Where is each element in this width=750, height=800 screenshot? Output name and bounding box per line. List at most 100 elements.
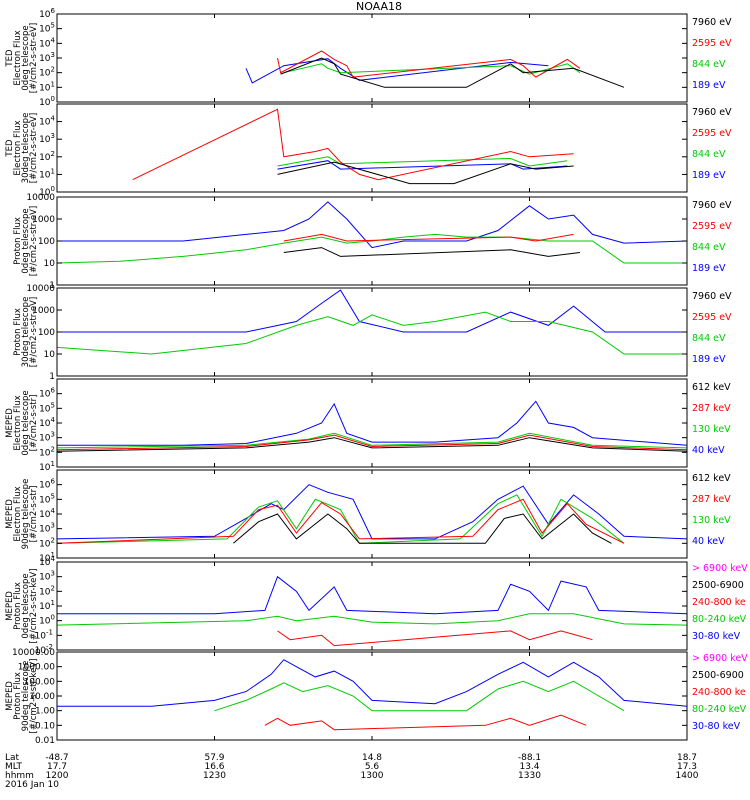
legend-entry: 7960 eV (692, 107, 732, 118)
panel-meped-proton-90deg: 0.01 0.10 1.00 10.00 100.00 1000.00 10000.00 ME… (5, 648, 748, 746)
y-axis-label-line: 0deg telescope (21, 390, 31, 455)
y-axis-label-line: 30deg telescope (21, 297, 31, 368)
series-blue-line (57, 400, 688, 446)
legend-entry: > 6900 keV (692, 653, 748, 664)
y-axis-label-line: TED (5, 49, 15, 68)
legend-entry: 40 keV (692, 536, 725, 547)
x-tick-label-time: 1200 (46, 771, 69, 781)
series-red-line (264, 714, 587, 731)
x-tick-label-mlt: 16.6 (204, 762, 224, 772)
y-tick-label: 104 (39, 416, 55, 429)
y-tick-label: 105 (39, 401, 55, 414)
series-green-line (56, 233, 687, 264)
y-tick-label: 101 (39, 80, 55, 93)
series-blue-line (57, 575, 688, 615)
y-axis-label-line: [#/cm2-s-str-eV] (29, 297, 39, 367)
legend-entry: 80-240 keV (692, 614, 747, 625)
series-green-line (56, 494, 625, 544)
legend-entry: 7960 eV (692, 200, 732, 211)
y-tick-label: 103 (39, 51, 55, 64)
x-tick-label-lat: -88.1 (518, 753, 541, 763)
y-tick-label: 103 (39, 132, 55, 145)
x-tick-label-mlt: 17.7 (47, 762, 67, 772)
legend-entry: 287 keV (692, 494, 731, 505)
y-axis-label-line: Proton Flux (13, 217, 23, 265)
y-tick-label: 1 (49, 281, 55, 291)
panel-frame (56, 103, 688, 193)
x-tick-label-time: 1400 (676, 771, 699, 781)
legend-entry: 80-240 keV (692, 704, 747, 715)
y-axis-label-line: [#/cm2-s-str-eV] (29, 113, 39, 183)
y-axis-label-line: Electron Flux (13, 120, 23, 175)
figure-title: NOAA18 (356, 0, 402, 13)
y-tick-label: 0.01 (35, 736, 55, 746)
y-tick-label: 10000.00 (12, 648, 55, 658)
legend-entry: 612 keV (692, 382, 731, 393)
legend-entry: 189 eV (692, 80, 726, 91)
y-axis-label-line: Electron Flux (13, 486, 23, 541)
x-tick-label-lat: 18.7 (677, 753, 697, 763)
legend-entry: 30-80 keV (692, 721, 741, 732)
y-tick-label: 104 (39, 507, 55, 520)
y-tick-label: 105 (39, 492, 55, 505)
legend-entry: 2595 eV (692, 312, 732, 323)
y-tick-label: 0.10 (35, 721, 55, 731)
y-tick-label: 105 (39, 22, 55, 35)
y-tick-label: 102 (39, 536, 55, 549)
series-green-line (214, 680, 625, 712)
legend-entry: > 6900 keV (692, 563, 748, 574)
y-tick-label: 10000 (26, 193, 55, 203)
series-blue-line (277, 160, 568, 170)
series-red-line (283, 233, 574, 242)
series-red-line (132, 108, 574, 181)
x-tick-label-mlt: 5.6 (365, 762, 380, 772)
legend-entry: 612 keV (692, 473, 731, 484)
legend-entry: 2595 eV (692, 128, 732, 139)
panel-frame (56, 13, 688, 103)
y-axis-label-line: MEPED (5, 591, 15, 621)
y-axis-label-line: 30deg telescope (21, 113, 31, 184)
y-axis-label-line: 90deg telescope (21, 479, 31, 550)
y-axis-label-line: TED (5, 139, 15, 158)
y-tick-label: 100 (39, 614, 55, 627)
series-black-line (283, 247, 580, 257)
series-green-line (283, 63, 581, 75)
panel-frame (56, 651, 688, 741)
legend-entry: 7960 eV (692, 17, 732, 28)
panel-frame (56, 469, 688, 559)
series-green-line (56, 432, 688, 449)
x-row-label-mlt: MLT (5, 762, 23, 772)
y-tick-label: 101 (39, 551, 55, 564)
x-tick-label-lat: 57.9 (204, 753, 224, 763)
series-black-line (280, 57, 625, 88)
series-green-line (56, 613, 688, 626)
y-axis-label-line: MEPED (5, 681, 15, 711)
y-tick-label: 104 (39, 115, 55, 128)
series-red-line (277, 50, 581, 78)
legend-entry: 2500-6900 (692, 670, 744, 681)
y-tick-label: 101 (39, 599, 55, 612)
legend-entry: 844 eV (692, 149, 726, 160)
y-tick-label: 10000 (26, 284, 55, 294)
x-tick-label-time: 1330 (518, 771, 541, 781)
series-red-line (56, 498, 625, 544)
y-tick-label: 102 (39, 66, 55, 79)
y-tick-label: 10.00 (29, 692, 55, 702)
x-tick-label-time: 1300 (361, 771, 384, 781)
y-tick-label: 103 (39, 522, 55, 535)
y-tick-label: 10 (44, 259, 56, 269)
y-tick-label: 10 (44, 350, 56, 360)
y-tick-label: 1.00 (35, 707, 55, 717)
legend-entry: 40 keV (692, 445, 725, 456)
y-axis-label-line: MEPED (5, 499, 15, 529)
series-blue-line (57, 659, 688, 707)
y-tick-label: 1000.00 (18, 663, 55, 673)
legend-entry: 240-800 ke (692, 597, 746, 608)
